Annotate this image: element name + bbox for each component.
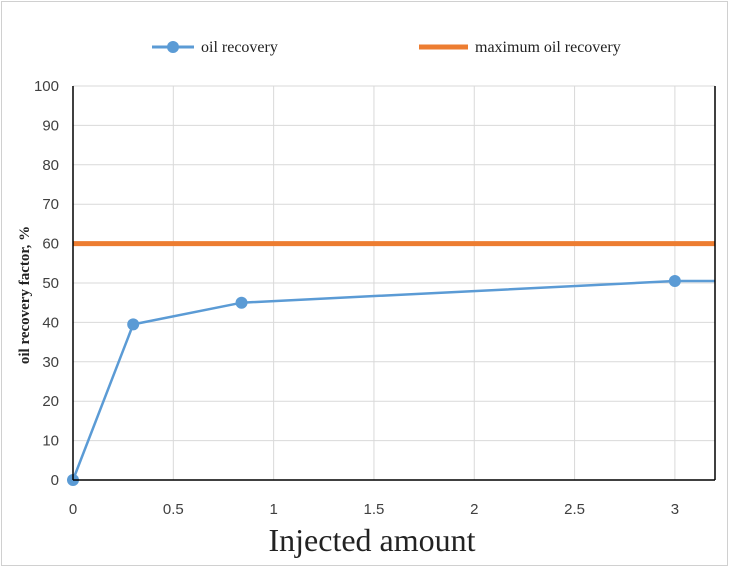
data-point xyxy=(127,318,139,330)
y-tick-label: 0 xyxy=(51,472,59,489)
legend-label-maximum-oil-recovery: maximum oil recovery xyxy=(475,39,621,56)
y-tick-label: 50 xyxy=(42,275,59,292)
data-point xyxy=(669,275,681,287)
y-tick-label: 10 xyxy=(42,433,59,450)
legend-marker-oil-recovery xyxy=(167,41,179,53)
y-tick-label: 80 xyxy=(42,157,59,174)
y-tick-label: 30 xyxy=(42,354,59,371)
y-axis-title: oil recovery factor, % xyxy=(17,226,33,364)
y-tick-label: 70 xyxy=(42,196,59,213)
data-point xyxy=(236,297,248,309)
x-tick-label: 1.5 xyxy=(364,501,385,518)
y-tick-label: 40 xyxy=(42,314,59,331)
y-tick-label: 90 xyxy=(42,117,59,134)
y-tick-label: 20 xyxy=(42,393,59,410)
x-tick-label: 3 xyxy=(671,501,679,518)
x-tick-label: 1 xyxy=(269,501,277,518)
x-tick-label: 2 xyxy=(470,501,478,518)
x-axis-title: Injected amount xyxy=(268,522,475,558)
y-tick-label: 100 xyxy=(34,78,59,95)
y-tick-label: 60 xyxy=(42,236,59,253)
legend-label-oil-recovery: oil recovery xyxy=(201,39,278,56)
x-tick-label: 0.5 xyxy=(163,501,184,518)
x-tick-label: 2.5 xyxy=(564,501,585,518)
x-tick-label: 0 xyxy=(69,501,77,518)
